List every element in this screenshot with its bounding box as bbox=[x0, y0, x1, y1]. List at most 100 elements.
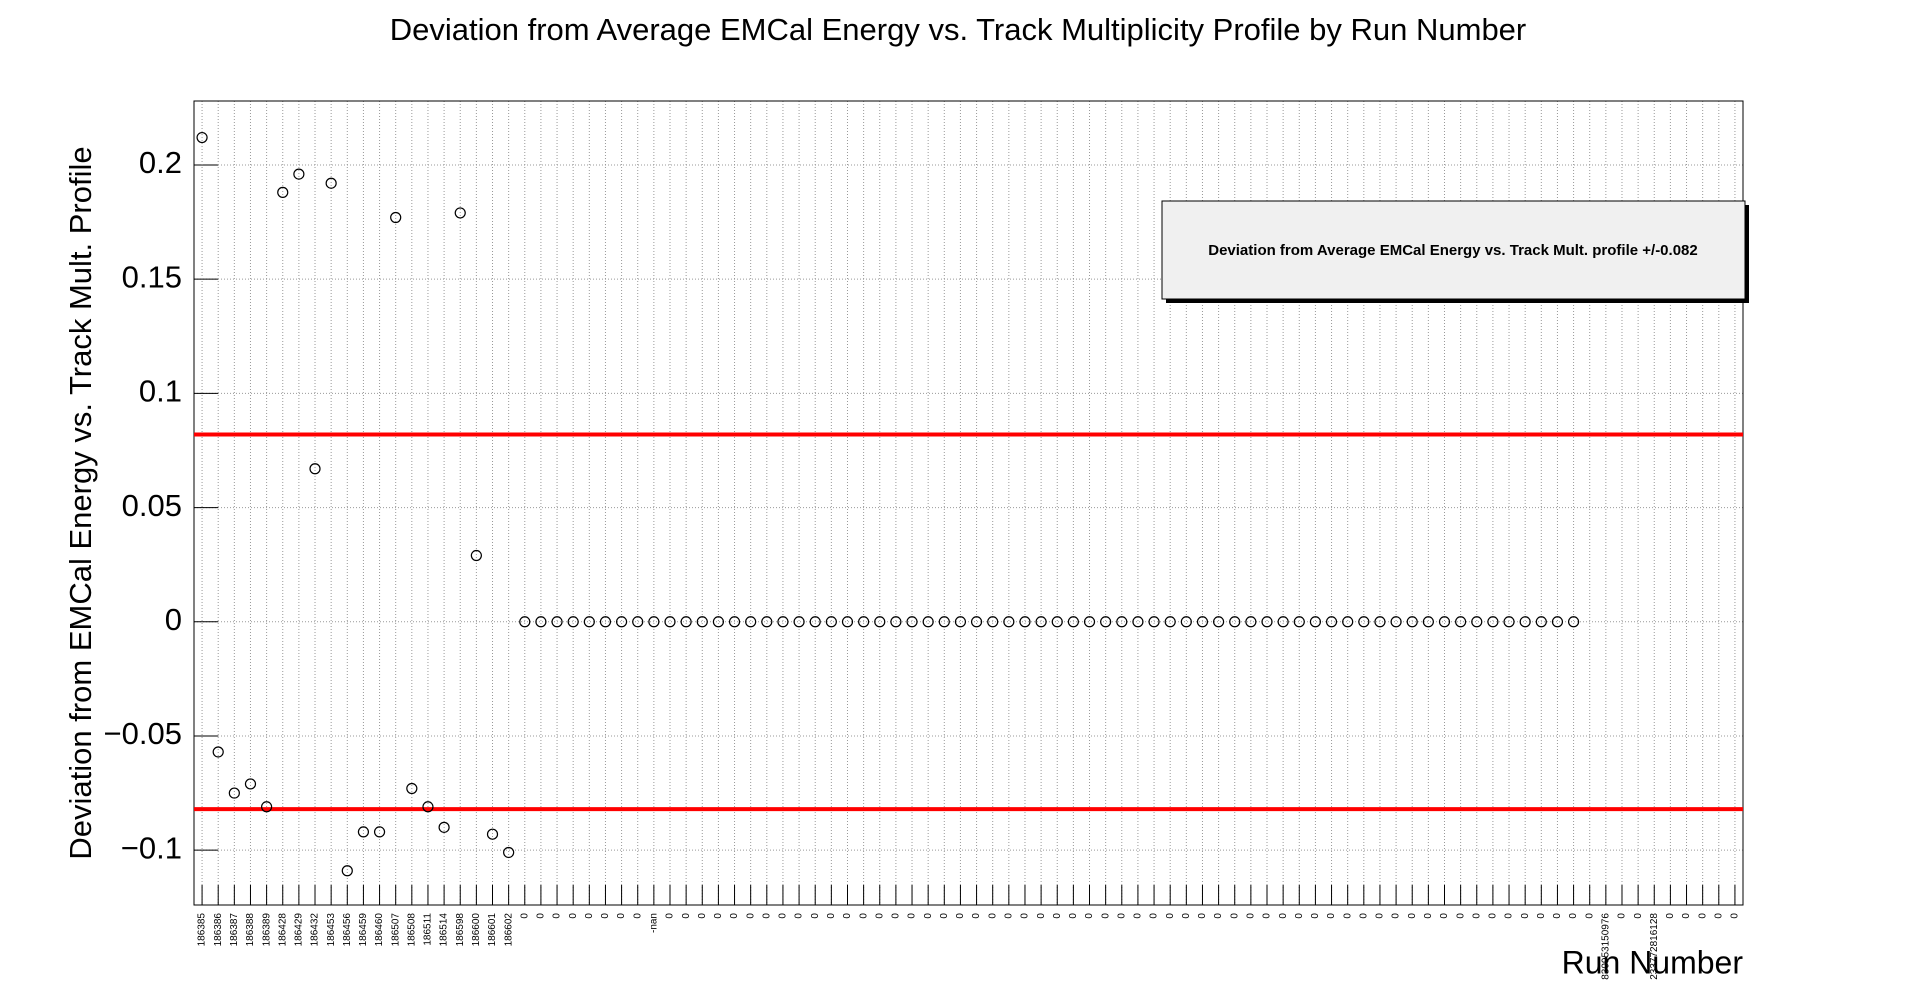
point bbox=[680, 616, 692, 628]
x-tick-label: 0 bbox=[858, 913, 869, 919]
x-tick-label: 0 bbox=[1229, 913, 1240, 919]
x-tick-label: 186456 bbox=[342, 913, 353, 947]
point bbox=[1455, 616, 1467, 628]
point bbox=[406, 782, 418, 795]
x-tick-label: 0 bbox=[1310, 913, 1321, 919]
x-tick-label: 0 bbox=[1504, 913, 1515, 919]
point bbox=[390, 211, 402, 224]
x-tick-label: 186432 bbox=[310, 913, 321, 947]
x-tick-label: 0 bbox=[761, 913, 772, 919]
x-tick-label: 186388 bbox=[245, 913, 256, 947]
point bbox=[696, 616, 708, 628]
point bbox=[1132, 616, 1144, 628]
y-tick-label: 0.15 bbox=[122, 259, 182, 294]
plot-frame bbox=[193, 100, 1744, 906]
point bbox=[1293, 616, 1305, 628]
x-tick-label: 0 bbox=[1052, 913, 1063, 919]
x-tick-label: 0 bbox=[1665, 913, 1676, 919]
y-tick-label: 0 bbox=[165, 602, 182, 637]
x-tick-label: 186600 bbox=[471, 913, 482, 947]
x-tick-label: 0 bbox=[1020, 913, 1031, 919]
x-tick-label: 0 bbox=[729, 913, 740, 919]
x-tick-label: 0 bbox=[1584, 913, 1595, 919]
x-tick-label: 0 bbox=[1423, 913, 1434, 919]
x-tick-label: 186602 bbox=[503, 913, 514, 947]
x-tick-label: 0 bbox=[584, 913, 595, 919]
x-tick-label: 233772816128 bbox=[1649, 913, 1660, 980]
point bbox=[1422, 616, 1434, 628]
point bbox=[615, 616, 628, 628]
x-tick-label: 186511 bbox=[423, 913, 434, 946]
point bbox=[712, 616, 725, 628]
point bbox=[664, 616, 676, 628]
point bbox=[890, 616, 902, 628]
point bbox=[277, 186, 289, 198]
point bbox=[1164, 616, 1176, 628]
x-tick-label: 0 bbox=[1133, 913, 1144, 919]
x-tick-label: 0 bbox=[907, 913, 918, 919]
y-tick-label: 0.1 bbox=[139, 374, 182, 409]
point bbox=[1180, 616, 1192, 628]
point bbox=[970, 616, 983, 628]
x-tick-label: 0 bbox=[1391, 913, 1402, 919]
point bbox=[535, 616, 547, 628]
point bbox=[196, 131, 208, 144]
x-tick-label: 186429 bbox=[294, 913, 305, 947]
point bbox=[809, 616, 821, 628]
x-tick-label: 0 bbox=[1375, 913, 1386, 919]
point bbox=[874, 616, 886, 628]
point bbox=[632, 616, 644, 628]
x-tick-label: 0 bbox=[1068, 913, 1079, 919]
point bbox=[454, 207, 466, 219]
point bbox=[1406, 616, 1418, 628]
x-axis-title: Run Number bbox=[1562, 944, 1744, 980]
x-tick-label: 0 bbox=[616, 913, 627, 919]
point bbox=[1051, 616, 1063, 628]
x-tick-label: 0 bbox=[987, 913, 998, 919]
point bbox=[745, 616, 757, 628]
legend-box bbox=[1161, 200, 1746, 300]
x-tick-label: 0 bbox=[681, 913, 692, 919]
x-tick-label: 0 bbox=[778, 913, 789, 919]
point bbox=[212, 746, 224, 758]
x-tick-label: 0 bbox=[632, 913, 643, 919]
point bbox=[1003, 616, 1015, 628]
point bbox=[567, 616, 579, 628]
x-tick-label: 0 bbox=[1246, 913, 1257, 919]
x-tick-label: 0 bbox=[939, 913, 950, 919]
point bbox=[1358, 616, 1370, 628]
point bbox=[841, 616, 854, 628]
x-tick-label: 0 bbox=[745, 913, 756, 919]
point bbox=[341, 865, 353, 877]
point bbox=[1212, 616, 1225, 628]
point bbox=[938, 616, 950, 628]
point bbox=[1342, 616, 1354, 628]
x-tick-label: 0 bbox=[1100, 913, 1111, 919]
point bbox=[519, 616, 531, 628]
legend-text: Deviation from Average EMCal Energy vs. … bbox=[1208, 242, 1697, 259]
x-tick-label: 0 bbox=[1084, 913, 1095, 919]
point bbox=[777, 616, 789, 628]
x-tick-label: -nan bbox=[649, 913, 660, 933]
x-tick-label: 0 bbox=[1520, 913, 1531, 919]
point bbox=[1196, 616, 1209, 628]
x-tick-label: 186514 bbox=[439, 913, 450, 947]
point bbox=[1471, 616, 1483, 628]
point bbox=[261, 801, 273, 813]
y-tick-label: 0.05 bbox=[122, 488, 182, 523]
point bbox=[1277, 616, 1289, 628]
x-tick-label: 186507 bbox=[390, 913, 401, 947]
point bbox=[761, 616, 773, 628]
point bbox=[825, 616, 837, 628]
x-tick-label: 0 bbox=[1197, 913, 1208, 919]
y-tick-label: −0.1 bbox=[121, 830, 182, 865]
point bbox=[906, 616, 918, 628]
x-tick-label: 0 bbox=[1116, 913, 1127, 919]
point bbox=[1390, 616, 1402, 628]
x-tick-label: 186601 bbox=[487, 913, 498, 947]
x-tick-label: 0 bbox=[1552, 913, 1563, 919]
x-tick-label: 186389 bbox=[261, 913, 272, 947]
point bbox=[1503, 616, 1515, 628]
x-tick-label: 0 bbox=[1407, 913, 1418, 919]
x-tick-label: 0 bbox=[1713, 913, 1724, 919]
